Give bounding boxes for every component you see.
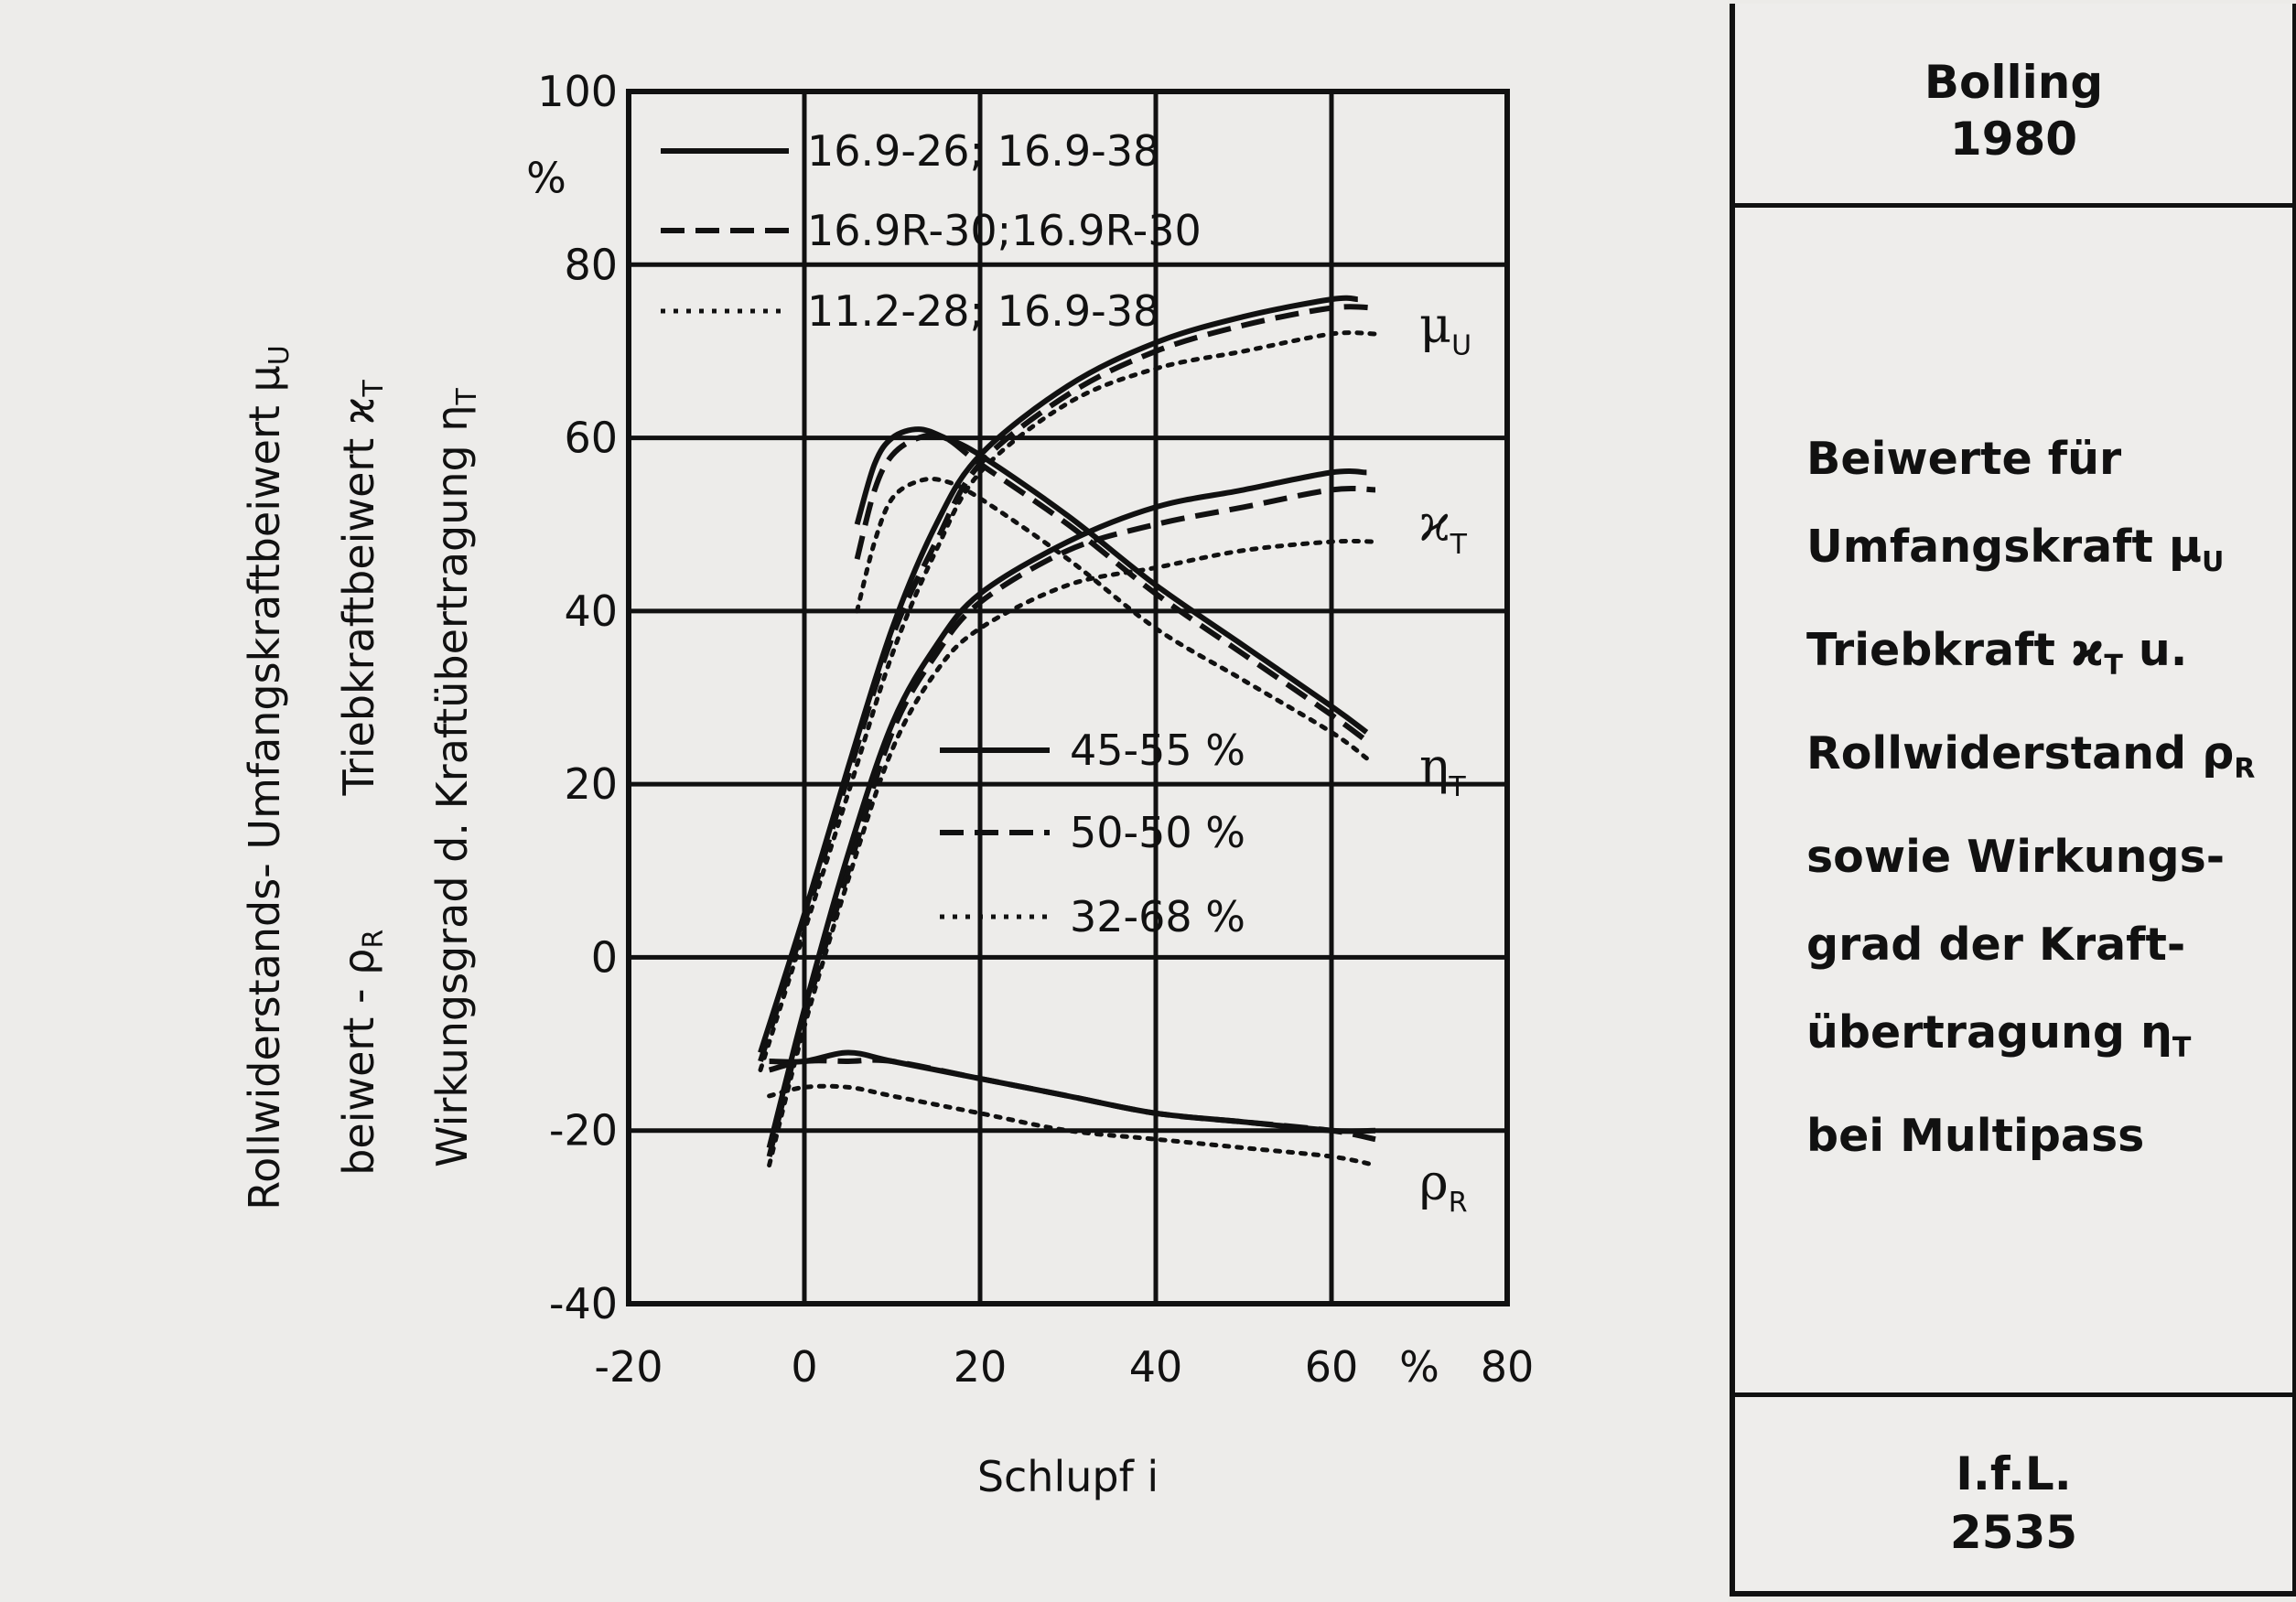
- y-axis-title-text: beiwert - ρ: [334, 949, 383, 1176]
- y-axis-title-subscript: T: [358, 380, 390, 398]
- legend-label: 32-68 %: [1070, 892, 1245, 941]
- y-axis-title: beiwert - ρR Triebkraftbeiwert ϰT: [334, 380, 390, 1176]
- description-text: bei Multipass: [1806, 1110, 2145, 1162]
- description-text: Rollwiderstand ρ: [1806, 727, 2235, 779]
- curve-eta_T-solid: [854, 426, 1369, 735]
- curve-label-symbol: ρ: [1419, 1154, 1449, 1211]
- legend-label: 16.9-26; 16.9-38: [807, 126, 1159, 176]
- x-tick-label: 0: [791, 1342, 817, 1392]
- description-text: übertragung η: [1806, 1006, 2172, 1059]
- description-text: sowie Wirkungs-: [1806, 831, 2226, 883]
- curve-label-symbol: ϰ: [1419, 495, 1450, 553]
- x-tick-label: 60: [1305, 1342, 1359, 1392]
- curve-label-subscript: T: [1450, 529, 1468, 561]
- y-axis-title-text: Wirkungsgrad d. Kraftübertragung η: [427, 405, 477, 1167]
- curve-chi_T-dashed: [766, 485, 1376, 1157]
- curves: [758, 295, 1378, 1168]
- description-subscript: T: [2104, 650, 2123, 682]
- description-tail: u.: [2122, 624, 2188, 676]
- y-tick-label: 80: [564, 240, 618, 289]
- plot-frame: [626, 89, 1510, 1306]
- legend-label: 11.2-28; 16.9-38: [807, 286, 1159, 336]
- description-line: übertragung ηT: [1806, 989, 2282, 1092]
- curve-label: μU: [1419, 296, 1471, 362]
- description-line: Rollwiderstand ρR: [1806, 710, 2282, 813]
- y-axis-title-subscript: R: [358, 930, 390, 949]
- info-panel: Bolling 1980 Beiwerte für Umfangskraft μU…: [1730, 4, 2296, 1597]
- y-tick-label: 20: [564, 759, 618, 809]
- curve-label-subscript: R: [1449, 1188, 1468, 1220]
- description: Beiwerte für Umfangskraft μU Triebkraft ϰT…: [1806, 415, 2282, 1180]
- x-tick-label: -20: [594, 1342, 663, 1392]
- description-text: grad der Kraft-: [1806, 919, 2186, 971]
- curve-label-symbol: μ: [1419, 296, 1451, 354]
- y-axis-title-subscript: T: [451, 388, 483, 406]
- author: Bolling: [1924, 56, 2104, 109]
- legend-label: 50-50 %: [1070, 808, 1245, 857]
- curve-label-subscript: U: [1451, 330, 1471, 362]
- grid: [626, 89, 1510, 1306]
- chart-panel: 16.9-26; 16.9-38 16.9R-30;16.9R-30 11.2-28…: [240, 67, 1535, 1501]
- description-line: Umfangskraft μU: [1806, 503, 2282, 607]
- slide-number: 2535: [1949, 1506, 2078, 1559]
- description-subscript: R: [2234, 753, 2256, 785]
- curve-mu_U-dotted: [758, 330, 1378, 1072]
- ticks: -20 0 20 40 60 80 100 80 60 40 20 0 -20 -40%%: [526, 67, 1534, 1392]
- curve-label: ϰT: [1419, 495, 1468, 561]
- header-block: Bolling 1980: [1735, 54, 2292, 167]
- labels: Schlupf i Rollwiderstands- Umfangskraftbe…: [240, 296, 1471, 1501]
- description-line: Beiwerte für: [1806, 415, 2282, 503]
- description-text: Beiwerte für: [1806, 433, 2122, 485]
- separator: [1735, 1392, 2292, 1397]
- footer-block: I.f.L. 2535: [1735, 1445, 2292, 1562]
- y-tick-label: -40: [549, 1279, 618, 1328]
- curve-chi_T-dotted: [767, 538, 1378, 1168]
- y-tick-label: 0: [591, 932, 618, 982]
- y-axis-title-tail: Triebkraftbeiwert ϰ: [334, 397, 383, 930]
- description-line: grad der Kraft-: [1806, 901, 2282, 989]
- curve-mu_U-solid: [758, 295, 1359, 1054]
- year: 1980: [1949, 113, 2078, 166]
- curve-rho_R-dotted: [767, 1083, 1378, 1168]
- curve-chi_T-solid: [766, 468, 1367, 1149]
- curve-mu_U-dashed: [758, 304, 1376, 1062]
- y-axis-title: Rollwiderstands- Umfangskraftbeiwert μU: [240, 345, 296, 1210]
- curve-label-subscript: T: [1448, 771, 1466, 803]
- y-axis-title-text: Rollwiderstands- Umfangskraftbeiwert μ: [240, 365, 289, 1210]
- x-unit-label: %: [1399, 1342, 1439, 1392]
- x-axis-title: Schlupf i: [977, 1452, 1159, 1501]
- description-line: bei Multipass: [1806, 1092, 2282, 1180]
- description-subscript: U: [2202, 546, 2225, 578]
- curve-eta_T-dotted: [855, 477, 1369, 761]
- legend-label: 16.9R-30;16.9R-30: [807, 206, 1202, 255]
- chart: 16.9-26; 16.9-38 16.9R-30;16.9R-30 11.2-28…: [240, 67, 1534, 1501]
- legend-label: 45-55 %: [1070, 726, 1245, 775]
- y-tick-label: -20: [549, 1106, 618, 1156]
- y-unit-label: %: [526, 154, 566, 203]
- description-subscript: T: [2172, 1032, 2192, 1064]
- description-line: Triebkraft ϰT u.: [1806, 607, 2282, 710]
- x-tick-label: 20: [954, 1342, 1008, 1392]
- description-text: Umfangskraft μ: [1806, 521, 2203, 573]
- separator: [1735, 203, 2292, 208]
- curve-label-symbol: η: [1419, 737, 1449, 795]
- y-tick-label: 60: [564, 414, 618, 463]
- x-tick-label: 80: [1481, 1342, 1535, 1392]
- curve-eta_T-dashed: [854, 432, 1369, 744]
- institute: I.f.L.: [1956, 1447, 2072, 1500]
- description-text: Triebkraft ϰ: [1806, 624, 2105, 676]
- legend: 16.9-26; 16.9-38 16.9R-30;16.9R-30 11.2-28…: [661, 126, 1245, 941]
- y-tick-label: 40: [564, 586, 618, 636]
- y-axis-title-subscript: U: [264, 345, 296, 365]
- y-tick-label: 100: [537, 67, 618, 116]
- curve-label: ηT: [1419, 737, 1466, 803]
- curve-label: ρR: [1419, 1154, 1468, 1220]
- x-tick-label: 40: [1129, 1342, 1183, 1392]
- description-line: sowie Wirkungs-: [1806, 813, 2282, 901]
- curve-rho_R-dashed: [768, 1057, 1376, 1143]
- y-axis-title: Wirkungsgrad d. Kraftübertragung ηT: [427, 388, 483, 1167]
- curve-rho_R-solid: [769, 1049, 1376, 1134]
